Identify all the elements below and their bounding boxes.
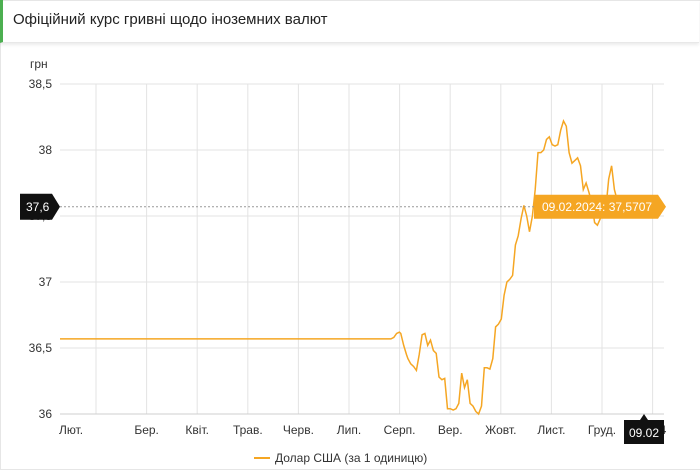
crosshair: 37,6 09.02.2024: 37,5707 09.02: [20, 193, 666, 444]
legend[interactable]: Долар США (за 1 одиницю): [254, 451, 427, 465]
x-tick-label: Трав.: [233, 423, 263, 437]
x-tick-label: Груд.: [588, 423, 616, 437]
usd-rate-line[interactable]: [60, 119, 654, 416]
y-tick-label: 38,5: [29, 77, 53, 91]
x-tick-label: Жовт.: [485, 423, 516, 437]
y-value-flag: [20, 193, 60, 220]
x-axis-ticks: Лют. Бер. Квіт. Трав. Черв. Лип. Серп. Вер. Жовт…: [59, 423, 666, 437]
y-tick-label: 38: [39, 143, 53, 157]
y-tick-label: 37: [39, 275, 53, 289]
x-tick-label: Серп.: [384, 423, 416, 437]
chart-title: Офіційний курс гривні щодо іноземних вал…: [13, 11, 328, 28]
grid: [60, 83, 664, 415]
y-tick-label: 36,5: [29, 341, 53, 355]
x-value-flag: [624, 414, 664, 444]
tooltip-text: 09.02.2024: 37,5707: [542, 200, 652, 214]
widget-header: Офіційний курс гривні щодо іноземних вал…: [0, 0, 699, 43]
x-tick-label: Бер.: [134, 423, 159, 437]
y-value-flag-label: 37,6: [26, 200, 50, 214]
x-tick-label: Квіт.: [185, 423, 209, 437]
y-tick-label: 36: [39, 407, 53, 421]
x-tick-label: Вер.: [438, 423, 463, 437]
x-tick-label: Лип.: [337, 423, 361, 437]
tooltip-box: [534, 194, 666, 219]
legend-label: Долар США (за 1 одиницю): [275, 451, 427, 465]
x-tick-label: Лист.: [537, 423, 565, 437]
x-value-flag-label: 09.02: [629, 426, 659, 440]
x-tick-label: Черв.: [283, 423, 314, 437]
x-tick-label: Лют.: [59, 423, 83, 437]
y-axis-unit: грн: [30, 57, 48, 71]
